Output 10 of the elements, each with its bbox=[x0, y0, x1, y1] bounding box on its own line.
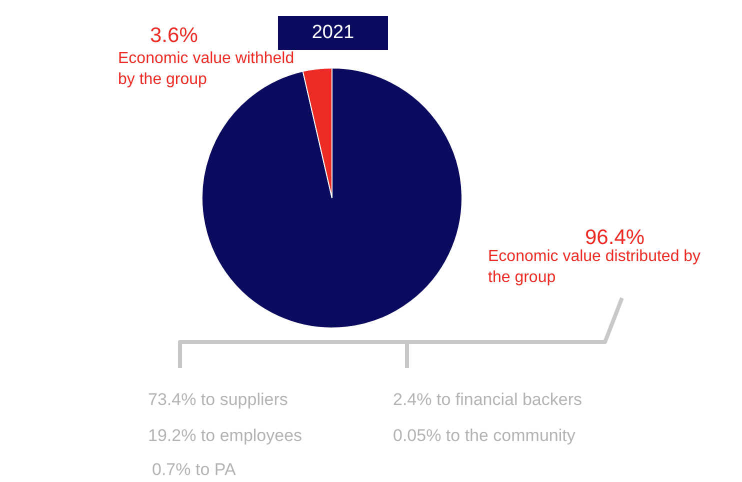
text: 2.4% to financial backers bbox=[393, 390, 582, 410]
data-label: 96.4% bbox=[585, 226, 645, 249]
slice-label: Economic value distributed by the group bbox=[488, 247, 702, 288]
slice-label: Economic value withheld by the group bbox=[118, 49, 296, 90]
data-label: 3.6% bbox=[150, 24, 198, 48]
chart-title: 2021 bbox=[278, 16, 388, 50]
text: 0.7% to PA bbox=[152, 460, 236, 480]
text: 0.05% to the community bbox=[393, 426, 576, 446]
text: 19.2% to employees bbox=[148, 426, 302, 446]
text: 73.4% to suppliers bbox=[148, 390, 288, 410]
